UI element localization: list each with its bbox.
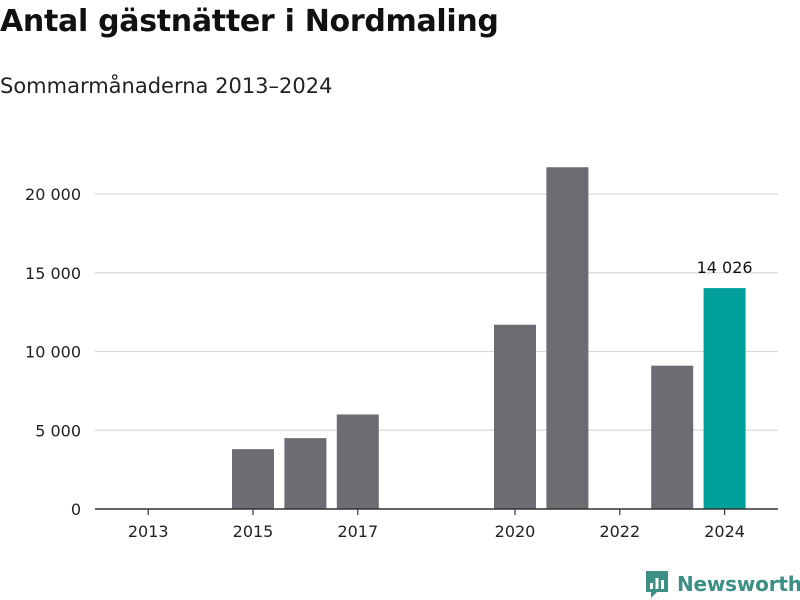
y-tick-label: 15 000 (25, 264, 81, 283)
x-tick-label: 2015 (233, 522, 274, 541)
y-tick-label: 5 000 (35, 421, 81, 440)
newsworthy-logo: Newsworthy (644, 568, 800, 600)
data-labels: 14 026 (697, 258, 753, 277)
x-tick-label: 2020 (495, 522, 536, 541)
bars (232, 167, 746, 509)
y-tick-label: 10 000 (25, 343, 81, 362)
bar-2015 (232, 449, 274, 509)
chart-subtitle: Sommarmånaderna 2013–2024 (0, 74, 333, 98)
x-tick-label: 2022 (599, 522, 640, 541)
x-tick-label: 2013 (128, 522, 169, 541)
brand-name: Newsworthy (677, 572, 800, 596)
x-tick-label: 2017 (337, 522, 378, 541)
bar-2017 (336, 414, 379, 509)
bar-2020 (494, 324, 536, 509)
x-axis-tick-labels: 2013 2015 2017 2020 2022 2024 (128, 522, 745, 541)
y-axis-tick-labels: 0 5 000 10 000 15 000 20 000 (25, 185, 81, 519)
bar-2016 (284, 438, 327, 509)
bar-2024 (703, 288, 746, 509)
bar-2023 (651, 365, 694, 509)
chart-speech-bubble-icon (646, 571, 668, 598)
bar-2021 (546, 167, 589, 509)
x-axis (95, 508, 778, 515)
data-label-2024: 14 026 (697, 258, 753, 277)
x-tick-label: 2024 (704, 522, 745, 541)
y-tick-label: 0 (71, 500, 81, 519)
chart-title: Antal gästnätter i Nordmaling (0, 4, 499, 39)
y-tick-label: 20 000 (25, 185, 81, 204)
